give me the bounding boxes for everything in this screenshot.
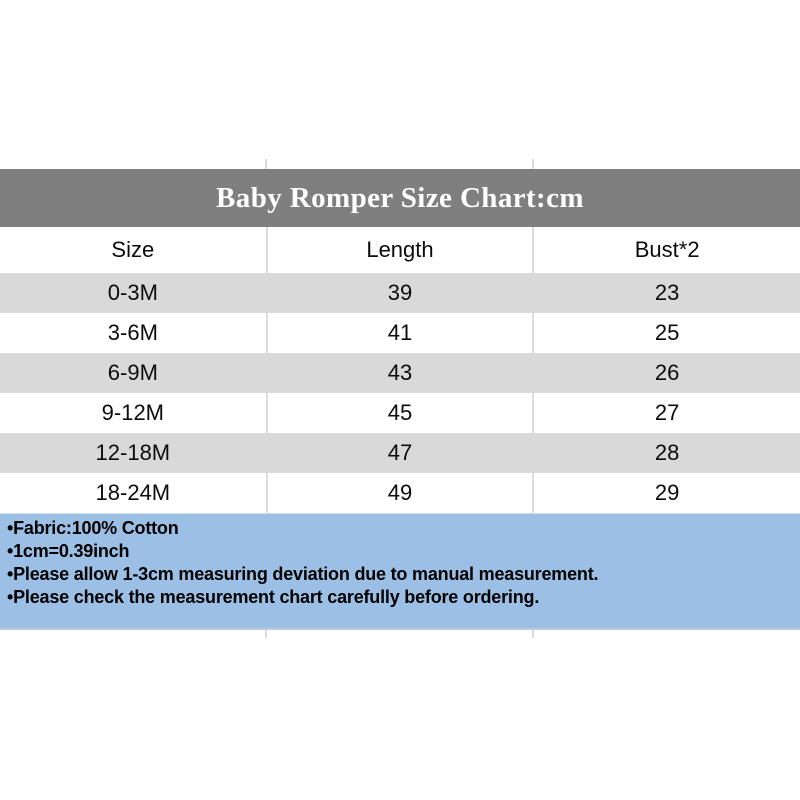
header-row: Size Length Bust*2 xyxy=(0,227,800,273)
column-header-length: Length xyxy=(266,227,535,273)
size-cell: 3-6M xyxy=(0,313,268,353)
note-deviation: •Please allow 1-3cm measuring deviation … xyxy=(7,564,599,584)
bust-cell: 26 xyxy=(533,353,800,393)
note-check-chart: •Please check the measurement chart care… xyxy=(7,587,540,607)
notes-box: •Fabric:100% Cotton •1cm=0.39inch •Pleas… xyxy=(0,513,800,630)
size-table-body: 0-3M 39 23 3-6M 41 25 6-9M 43 26 9-12M 4… xyxy=(0,273,800,513)
note-fabric: •Fabric:100% Cotton xyxy=(7,518,179,538)
bust-cell: 27 xyxy=(533,393,800,433)
size-cell: 6-9M xyxy=(0,353,268,393)
length-cell: 43 xyxy=(266,353,535,393)
bust-cell: 28 xyxy=(533,433,800,473)
table-row: 0-3M 39 23 xyxy=(0,273,800,313)
table-row: 12-18M 47 28 xyxy=(0,433,800,473)
column-divider-remnant xyxy=(265,630,267,638)
size-table: Size Length Bust*2 0-3M 39 23 3-6M 41 25… xyxy=(0,227,800,513)
column-divider-remnant xyxy=(265,159,267,169)
length-cell: 39 xyxy=(266,273,535,313)
title-band: Baby Romper Size Chart:cm xyxy=(0,169,800,227)
bust-cell: 23 xyxy=(533,273,800,313)
size-table-header: Size Length Bust*2 xyxy=(0,227,800,273)
size-cell: 0-3M xyxy=(0,273,268,313)
size-cell: 12-18M xyxy=(0,433,268,473)
page-title: Baby Romper Size Chart:cm xyxy=(216,181,584,214)
length-cell: 41 xyxy=(266,313,535,353)
table-row: 18-24M 49 29 xyxy=(0,473,800,513)
table-row: 9-12M 45 27 xyxy=(0,393,800,433)
table-row: 3-6M 41 25 xyxy=(0,313,800,353)
bust-cell: 29 xyxy=(533,473,800,513)
length-cell: 49 xyxy=(266,473,535,513)
size-cell: 9-12M xyxy=(0,393,268,433)
column-header-size: Size xyxy=(0,227,268,273)
table-row: 6-9M 43 26 xyxy=(0,353,800,393)
length-cell: 47 xyxy=(266,433,535,473)
column-divider-remnant xyxy=(532,630,534,638)
length-cell: 45 xyxy=(266,393,535,433)
column-divider-remnant xyxy=(532,159,534,169)
column-header-bust: Bust*2 xyxy=(533,227,800,273)
bust-cell: 25 xyxy=(533,313,800,353)
size-cell: 18-24M xyxy=(0,473,268,513)
note-conversion: •1cm=0.39inch xyxy=(7,541,130,561)
